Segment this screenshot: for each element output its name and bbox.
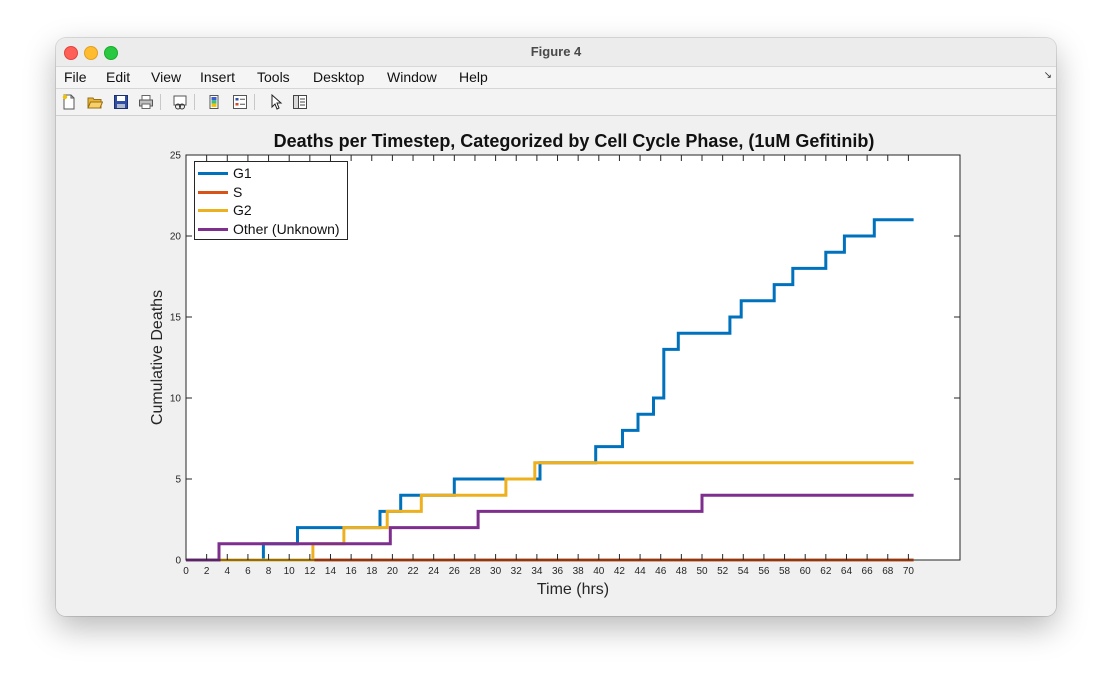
- x-tick-label: 34: [531, 566, 543, 577]
- legend-label: S: [233, 183, 243, 200]
- x-tick-label: 6: [245, 566, 251, 577]
- x-tick-label: 40: [593, 566, 605, 577]
- menu-view[interactable]: View: [151, 69, 182, 85]
- x-tick-label: 48: [676, 566, 688, 577]
- y-tick-label: 0: [175, 556, 181, 567]
- x-tick-label: 50: [696, 566, 708, 577]
- menu-tools[interactable]: Tools: [257, 69, 290, 85]
- legend-swatch: [198, 227, 228, 231]
- x-tick-label: 14: [325, 566, 337, 577]
- x-tick-label: 32: [511, 566, 523, 577]
- y-tick-label: 15: [170, 313, 182, 324]
- x-tick-label: 26: [449, 566, 461, 577]
- menu-file[interactable]: File: [64, 69, 87, 85]
- x-tick-label: 22: [407, 566, 419, 577]
- x-tick-label: 36: [552, 566, 564, 577]
- x-axis-label: Time (hrs): [537, 581, 609, 598]
- new-figure-icon[interactable]: [61, 94, 77, 110]
- toolbar-separator: [254, 94, 255, 110]
- x-tick-label: 60: [800, 566, 812, 577]
- x-tick-label: 52: [717, 566, 729, 577]
- chart-legend[interactable]: G1 S G2 Other (Unknown): [194, 161, 348, 240]
- window-title: Figure 4: [530, 44, 582, 59]
- y-axis-label: Cumulative Deaths: [149, 290, 166, 425]
- legend-entry[interactable]: G1: [195, 164, 347, 182]
- property-editor-icon[interactable]: [292, 94, 308, 110]
- x-tick-label: 38: [573, 566, 585, 577]
- toolbar-separator: [194, 94, 195, 110]
- legend-swatch: [198, 209, 228, 212]
- menu-bar: File Edit View Insert Tools Desktop Wind…: [56, 67, 1056, 89]
- series-line-other-unknown: [186, 493, 914, 562]
- x-tick-label: 24: [428, 566, 440, 577]
- y-tick-label: 25: [170, 151, 182, 162]
- menu-window[interactable]: Window: [387, 69, 437, 85]
- x-tick-label: 16: [346, 566, 358, 577]
- x-tick-label: 42: [614, 566, 626, 577]
- legend-label: G2: [233, 202, 252, 218]
- figure-window: Figure 4 File Edit View Insert Tools Des…: [56, 38, 1056, 616]
- x-tick-label: 0: [183, 566, 189, 577]
- y-tick-label: 5: [175, 475, 181, 486]
- zoom-button[interactable]: [104, 46, 118, 60]
- menu-desktop[interactable]: Desktop: [313, 69, 365, 85]
- print-icon[interactable]: [138, 94, 154, 110]
- legend-swatch: [198, 172, 228, 175]
- menu-insert[interactable]: Insert: [200, 69, 236, 85]
- toolbar-toggle-icon[interactable]: ↘: [1043, 70, 1052, 81]
- x-tick-label: 62: [820, 566, 832, 577]
- axes-box: [185, 154, 961, 561]
- legend-label: G1: [233, 165, 252, 181]
- legend-entry[interactable]: G2: [195, 201, 347, 219]
- link-plot-icon[interactable]: [172, 94, 188, 110]
- x-tick-label: 64: [841, 566, 853, 577]
- toolbar-separator: [160, 94, 161, 110]
- x-tick-label: 8: [266, 566, 272, 577]
- title-bar[interactable]: Figure 4: [56, 38, 1056, 67]
- x-tick-label: 58: [779, 566, 791, 577]
- close-button[interactable]: [64, 46, 78, 60]
- x-tick-label: 10: [284, 566, 296, 577]
- x-tick-label: 66: [862, 566, 874, 577]
- x-tick-label: 30: [490, 566, 502, 577]
- x-tick-label: 12: [304, 566, 316, 577]
- legend-swatch: [198, 190, 228, 194]
- x-tick-label: 44: [635, 566, 647, 577]
- x-tick-label: 70: [903, 566, 915, 577]
- legend-label: Other (Unknown): [233, 220, 340, 237]
- x-tick-label: 54: [738, 566, 750, 577]
- open-file-icon[interactable]: [87, 94, 103, 110]
- legend-entry[interactable]: Other (Unknown): [195, 220, 347, 238]
- figure-toolbar: [56, 89, 1056, 116]
- x-tick-label: 46: [655, 566, 667, 577]
- x-tick-label: 4: [224, 566, 230, 577]
- x-tick-label: 28: [469, 566, 481, 577]
- minimize-button[interactable]: [84, 46, 98, 60]
- y-tick-label: 20: [170, 232, 182, 243]
- figure-canvas: 0 2 4 6 8 10 12 14 16 18 20 22 24 26 28 30 32 34 36 38 40 42 4…: [56, 116, 1056, 616]
- insert-legend-icon[interactable]: [232, 94, 248, 110]
- x-tick-label: 56: [758, 566, 770, 577]
- save-icon[interactable]: [113, 94, 129, 110]
- y-tick-label: 10: [170, 394, 182, 405]
- chart-title: Deaths per Timestep, Categorized by Cell…: [274, 131, 875, 151]
- x-tick-label: 2: [204, 566, 210, 577]
- x-tick-label: 20: [387, 566, 399, 577]
- menu-help[interactable]: Help: [459, 69, 488, 85]
- insert-colorbar-icon[interactable]: [206, 94, 222, 110]
- menu-edit[interactable]: Edit: [106, 69, 131, 85]
- edit-plot-icon[interactable]: [268, 94, 284, 110]
- x-tick-label: 68: [882, 566, 894, 577]
- legend-entry[interactable]: S: [195, 183, 347, 201]
- x-tick-label: 18: [366, 566, 378, 577]
